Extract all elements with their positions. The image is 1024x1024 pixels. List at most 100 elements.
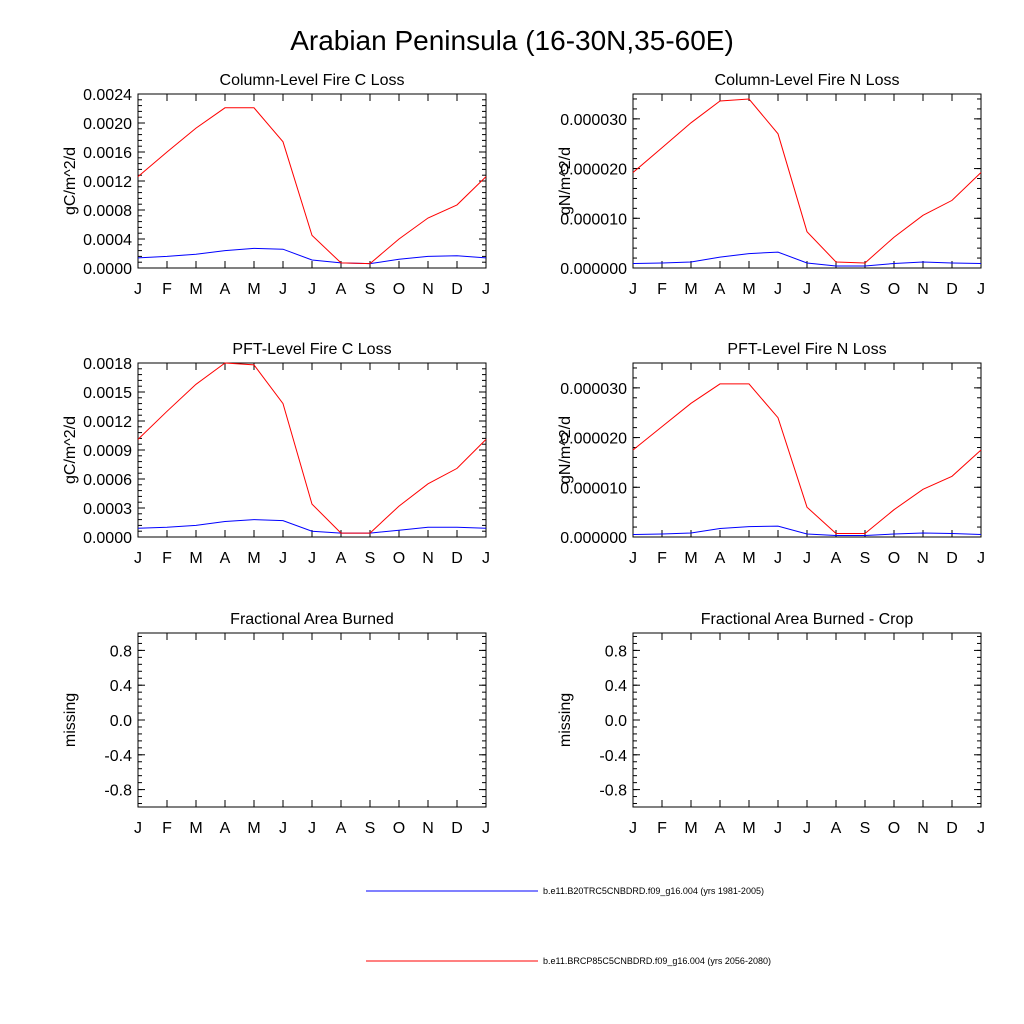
y-tick-label: 0.0020	[83, 116, 132, 133]
legend: b.e11.B20TRC5CNBDRD.f09_g16.004 (yrs 198…	[366, 886, 771, 966]
x-tick-label: F	[162, 550, 172, 567]
y-tick-label: 0.0009	[83, 443, 132, 460]
x-tick-label: A	[336, 820, 347, 837]
x-tick-label: J	[629, 550, 637, 567]
series-line-blue	[632, 525, 982, 536]
x-tick-label: O	[393, 281, 405, 298]
x-tick-label: S	[860, 281, 871, 298]
x-tick-label: D	[451, 281, 463, 298]
x-tick-label: J	[279, 820, 287, 837]
x-tick-label: O	[888, 281, 900, 298]
y-tick-label: 0.4	[110, 678, 132, 695]
x-tick-label: A	[715, 820, 726, 837]
x-tick-label: F	[657, 820, 667, 837]
x-tick-label: A	[220, 550, 231, 567]
x-tick-label: J	[629, 281, 637, 298]
y-tick-label: -0.4	[599, 748, 627, 765]
x-tick-label: A	[831, 550, 842, 567]
panel-title: PFT-Level Fire N Loss	[727, 341, 886, 358]
y-tick-label: 0.0	[110, 713, 132, 730]
y-tick-label: 0.0015	[83, 385, 132, 402]
y-tick-label: 0.0016	[83, 145, 132, 162]
x-tick-label: J	[482, 820, 490, 837]
y-tick-label: 0.000000	[560, 530, 627, 547]
y-tick-label: 0.0006	[83, 472, 132, 489]
y-tick-label: 0.000020	[560, 162, 627, 179]
x-tick-label: N	[422, 820, 434, 837]
plot-frame	[137, 632, 487, 808]
x-tick-label: J	[629, 820, 637, 837]
x-tick-label: J	[134, 550, 142, 567]
x-tick-label: N	[422, 281, 434, 298]
y-tick-label: -0.8	[104, 783, 132, 800]
x-tick-label: J	[279, 550, 287, 567]
x-tick-label: J	[977, 550, 985, 567]
x-tick-label: O	[393, 550, 405, 567]
y-tick-label: 0.0008	[83, 203, 132, 220]
x-tick-label: M	[684, 820, 697, 837]
x-tick-label: J	[482, 281, 490, 298]
series-line-red	[632, 98, 982, 264]
plot-frame	[137, 93, 487, 269]
x-tick-label: N	[917, 550, 929, 567]
series-line-red	[137, 362, 487, 534]
plot-frame	[632, 93, 982, 269]
x-tick-label: A	[715, 550, 726, 567]
x-tick-label: M	[189, 550, 202, 567]
x-tick-label: D	[946, 820, 958, 837]
series-line-blue	[137, 247, 487, 265]
series-line-blue	[137, 519, 487, 534]
x-tick-label: J	[774, 281, 782, 298]
plot-frame	[632, 632, 982, 808]
x-tick-label: A	[336, 550, 347, 567]
y-tick-label: -0.8	[599, 783, 627, 800]
y-axis-label: gN/m^2/d	[557, 416, 574, 484]
x-tick-label: D	[451, 820, 463, 837]
y-tick-label: 0.0000	[83, 530, 132, 547]
x-tick-label: D	[451, 550, 463, 567]
figure-title: Arabian Peninsula (16-30N,35-60E)	[290, 25, 734, 56]
panel-title: Column-Level Fire N Loss	[715, 72, 900, 89]
x-tick-label: A	[831, 820, 842, 837]
series-line-red	[137, 107, 487, 265]
y-axis-label: missing	[557, 693, 574, 747]
x-tick-label: M	[247, 550, 260, 567]
x-tick-label: A	[715, 281, 726, 298]
y-axis-label: gC/m^2/d	[62, 147, 79, 215]
y-tick-label: 0.000030	[560, 381, 627, 398]
x-tick-label: J	[803, 281, 811, 298]
y-tick-label: 0.0024	[83, 87, 132, 104]
y-tick-label: 0.8	[605, 643, 627, 660]
x-tick-label: S	[860, 820, 871, 837]
x-tick-label: N	[917, 281, 929, 298]
y-axis-label: gN/m^2/d	[557, 147, 574, 215]
y-tick-label: 0.000020	[560, 431, 627, 448]
y-tick-label: 0.0003	[83, 501, 132, 518]
y-axis-label: gC/m^2/d	[62, 416, 79, 484]
x-tick-label: S	[365, 820, 376, 837]
y-tick-label: 0.0004	[83, 232, 132, 249]
x-tick-label: J	[977, 820, 985, 837]
y-tick-label: 0.0012	[83, 174, 132, 191]
x-tick-label: F	[657, 550, 667, 567]
y-tick-label: 0.0	[605, 713, 627, 730]
x-tick-label: J	[977, 281, 985, 298]
y-tick-label: 0.000010	[560, 211, 627, 228]
x-tick-label: M	[742, 820, 755, 837]
y-tick-label: 0.0012	[83, 414, 132, 431]
x-tick-label: J	[308, 550, 316, 567]
x-tick-label: M	[684, 281, 697, 298]
x-tick-label: F	[162, 281, 172, 298]
plot-frame	[632, 362, 982, 538]
x-tick-label: J	[774, 820, 782, 837]
x-tick-label: S	[365, 550, 376, 567]
x-tick-label: A	[831, 281, 842, 298]
panel-title: PFT-Level Fire C Loss	[232, 341, 391, 358]
